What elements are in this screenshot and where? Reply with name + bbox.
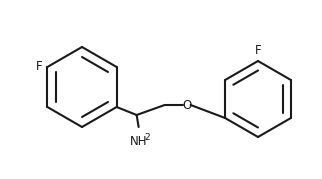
- Text: F: F: [255, 44, 261, 57]
- Text: O: O: [182, 98, 191, 112]
- Text: NH: NH: [130, 135, 147, 148]
- Text: F: F: [36, 59, 43, 72]
- Text: 2: 2: [145, 132, 150, 142]
